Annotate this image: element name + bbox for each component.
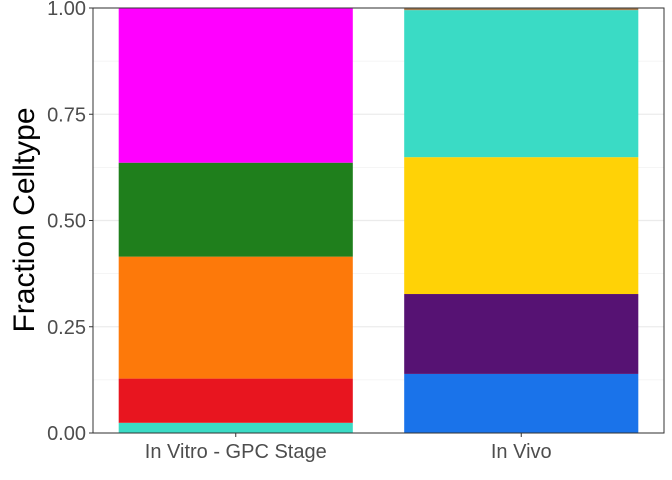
bar-segment — [404, 157, 639, 295]
x-tick-label: In Vitro - GPC Stage — [145, 441, 327, 463]
bar-segment — [404, 373, 639, 433]
x-tick-label: In Vivo — [491, 441, 552, 463]
bar-segment — [118, 8, 353, 163]
y-axis-title: Fraction Celltype — [8, 107, 41, 332]
y-tick-label: 0.75 — [47, 104, 86, 126]
y-tick-label: 1.00 — [47, 0, 86, 20]
bar-segment — [118, 422, 353, 433]
bar-segment — [118, 378, 353, 423]
bar-segment — [404, 8, 639, 11]
y-axis: 0.00 0.25 0.50 0.75 1.00 — [47, 0, 93, 445]
bar-segment — [404, 10, 639, 158]
bar-segment — [118, 256, 353, 379]
y-tick-label: 0.25 — [47, 317, 86, 339]
x-axis: In Vitro - GPC Stage In Vivo — [145, 433, 552, 463]
y-tick-label: 0.00 — [47, 423, 86, 445]
bars — [118, 8, 639, 433]
bar-segment — [118, 162, 353, 257]
bar-segment — [404, 294, 639, 374]
y-tick-label: 0.50 — [47, 211, 86, 233]
